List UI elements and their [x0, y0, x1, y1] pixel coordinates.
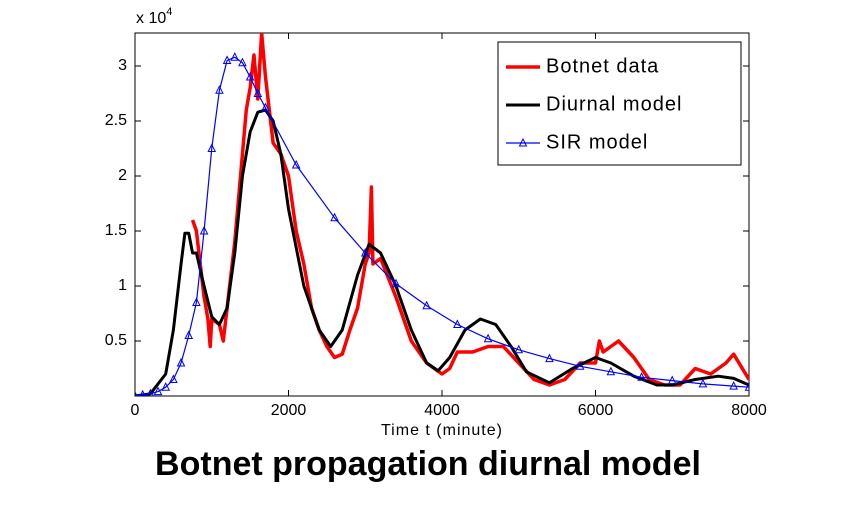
series-line [135, 56, 749, 396]
point-marker [545, 353, 554, 363]
point-marker [637, 372, 646, 381]
point-marker [360, 247, 370, 257]
x-tick-label: 6000 [578, 402, 614, 419]
y-tick-label: 1 [118, 277, 127, 294]
chart-title: Botnet propagation diurnal model [155, 445, 701, 483]
x-axis-label: Time t (minute) [381, 422, 503, 439]
point-marker [169, 374, 178, 383]
point-marker [215, 85, 224, 94]
point-marker [146, 388, 155, 396]
point-marker [222, 55, 232, 64]
x-tick-label: 8000 [731, 402, 767, 419]
legend-label: SIR model [546, 131, 648, 153]
legend-label: Diurnal model [546, 93, 682, 115]
point-marker [667, 375, 677, 385]
legend-label: Botnet data [546, 55, 659, 77]
point-marker [161, 382, 171, 391]
point-marker [483, 333, 493, 343]
series-line [135, 108, 749, 396]
point-marker [230, 52, 240, 61]
point-marker [453, 319, 462, 328]
point-marker [245, 71, 255, 81]
point-marker [153, 386, 163, 396]
point-marker [192, 297, 201, 306]
y-tick-label: 3 [118, 57, 127, 74]
point-marker [199, 225, 209, 235]
legend-marker [518, 137, 528, 147]
point-marker [422, 300, 431, 310]
point-marker [184, 330, 194, 339]
y-tick-label: 2.5 [105, 112, 127, 129]
point-marker [729, 380, 738, 390]
point-marker [207, 143, 217, 152]
x-tick-label: 4000 [424, 402, 460, 419]
point-marker [514, 344, 524, 354]
point-marker [391, 278, 401, 288]
point-marker [253, 88, 263, 97]
point-marker [176, 357, 186, 367]
point-marker [238, 57, 247, 67]
x-tick-label: 0 [131, 402, 140, 419]
x-tick-label: 2000 [271, 402, 307, 419]
y-scale-label: x 104 [136, 6, 172, 27]
y-tick-label: 1.5 [105, 222, 127, 239]
point-marker [135, 390, 138, 396]
point-marker [575, 361, 585, 370]
point-marker [291, 159, 301, 169]
plot-lines [135, 33, 749, 396]
point-marker [139, 389, 146, 396]
point-marker [698, 378, 708, 388]
point-marker [744, 382, 749, 391]
y-tick-label: 0.5 [105, 332, 127, 349]
point-marker [606, 366, 616, 376]
point-marker [261, 102, 270, 112]
point-marker [330, 212, 339, 222]
y-tick-label: 2 [118, 167, 127, 184]
